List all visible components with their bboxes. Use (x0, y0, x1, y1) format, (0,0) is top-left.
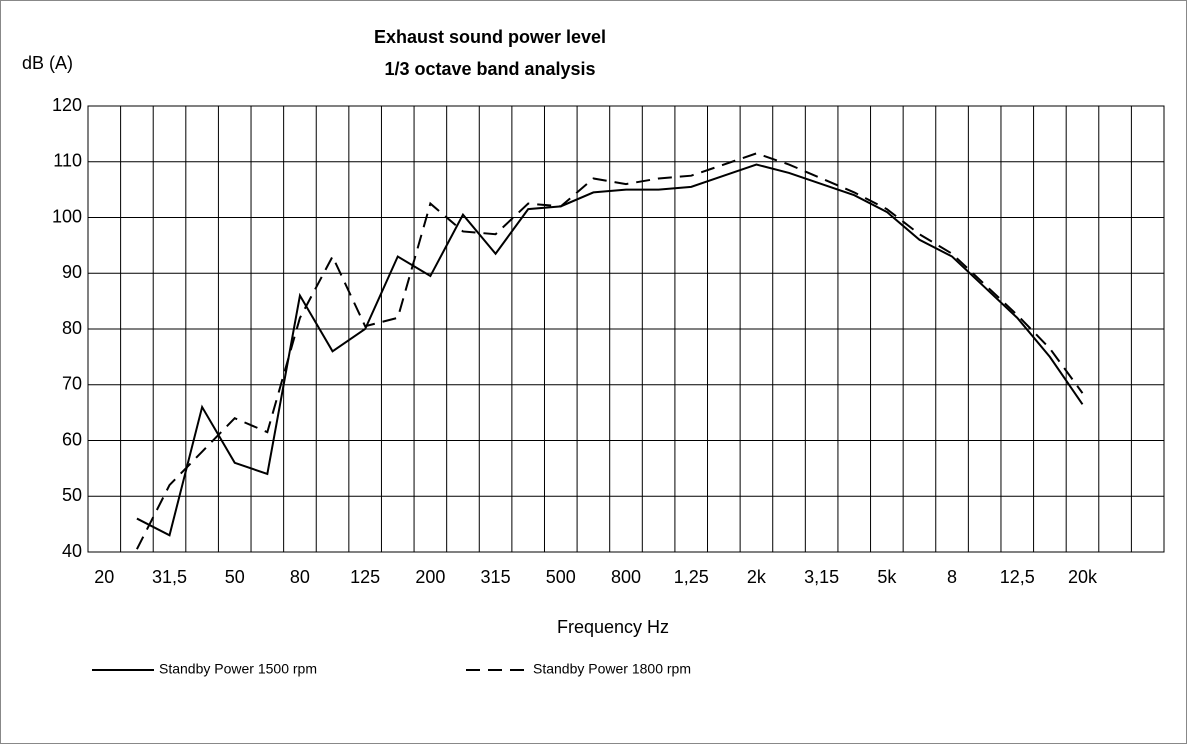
y-tick-label: 70 (62, 374, 82, 394)
y-tick-label: 90 (62, 262, 82, 282)
chart-subtitle: 1/3 octave band analysis (384, 59, 595, 79)
x-tick-label: 3,15 (804, 567, 839, 587)
x-axis-label: Frequency Hz (557, 617, 669, 637)
chart-title: Exhaust sound power level (374, 27, 606, 47)
x-tick-label: 31,5 (152, 567, 187, 587)
y-tick-label: 100 (52, 206, 82, 226)
series-line (136, 152, 1084, 550)
legend-label: Standby Power 1500 rpm (159, 661, 317, 677)
x-tick-label: 200 (415, 567, 445, 587)
y-tick-label: 60 (62, 429, 82, 449)
y-tick-label: 50 (62, 485, 82, 505)
x-tick-label: 1,25 (674, 567, 709, 587)
x-tick-label: 12,5 (1000, 567, 1035, 587)
series-line (136, 163, 1084, 537)
x-tick-label: 8 (947, 567, 957, 587)
x-tick-label: 50 (225, 567, 245, 587)
x-tick-label: 5k (877, 567, 897, 587)
y-tick-label: 40 (62, 541, 82, 561)
y-axis-label: dB (A) (22, 53, 73, 73)
y-tick-label: 120 (52, 95, 82, 115)
y-tick-label: 110 (53, 151, 82, 171)
x-tick-label: 2k (747, 567, 767, 587)
x-tick-label: 800 (611, 567, 641, 587)
y-tick-label: 80 (62, 318, 82, 338)
x-tick-label: 20k (1068, 567, 1098, 587)
x-tick-label: 125 (350, 567, 380, 587)
x-tick-label: 500 (546, 567, 576, 587)
x-tick-label: 20 (94, 567, 114, 587)
x-tick-label: 315 (481, 567, 511, 587)
x-tick-label: 80 (290, 567, 310, 587)
legend-label: Standby Power 1800 rpm (533, 661, 691, 677)
